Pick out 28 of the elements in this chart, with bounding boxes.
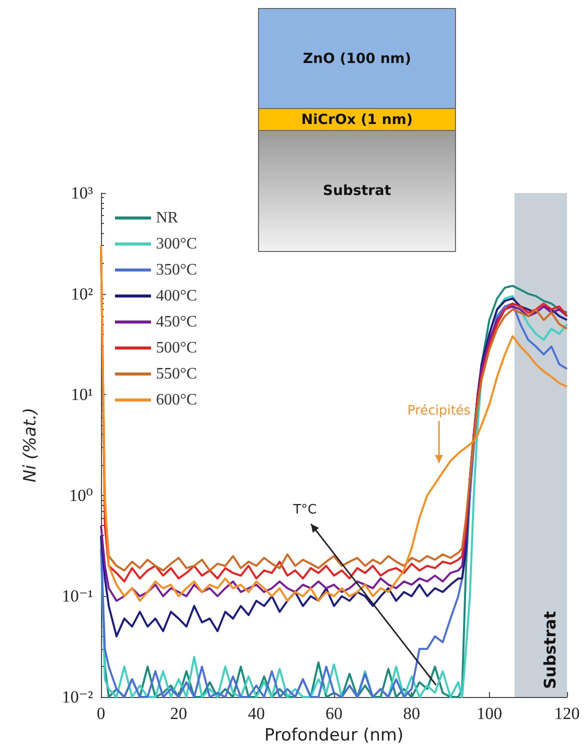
- legend-label: 600°C: [156, 392, 198, 408]
- x-tick-label: 120: [554, 704, 580, 723]
- annotation: Substrat: [322, 183, 392, 199]
- legend-label: 300°C: [156, 236, 198, 252]
- annotation: Précipités: [407, 404, 471, 418]
- band-label: Substrat: [540, 610, 560, 689]
- y-axis-title: Ni (%at.): [20, 408, 40, 482]
- annotation: T°C: [292, 502, 317, 518]
- legend-label: 500°C: [156, 340, 198, 356]
- x-tick-label: 20: [170, 704, 188, 723]
- legend-label: NR: [156, 210, 179, 226]
- legend-label: 350°C: [156, 262, 198, 278]
- x-tick-label: 60: [326, 704, 342, 723]
- x-tick-label: 100: [476, 704, 502, 723]
- y-tick-label: 10¹: [70, 385, 93, 404]
- y-tick-label: 10⁰: [69, 486, 94, 505]
- legend-label: 550°C: [156, 366, 198, 382]
- y-tick-label: 10³: [70, 184, 93, 202]
- x-tick-label: 0: [96, 704, 106, 723]
- x-axis-title: Profondeur (nm): [264, 726, 404, 746]
- y-tick-label: 10⁻²: [62, 688, 93, 706]
- y-tick-label: 10²: [70, 284, 93, 304]
- x-tick-label: 80: [403, 704, 420, 723]
- legend-label: 400°C: [156, 288, 198, 304]
- x-tick-label: 40: [248, 704, 265, 723]
- legend-label: 450°C: [156, 314, 198, 330]
- y-tick-label: 10⁻¹: [62, 586, 93, 606]
- layer-stack-diagram: ZnO (100 nm) NiCrOx (1 nm) Substrat: [258, 8, 456, 252]
